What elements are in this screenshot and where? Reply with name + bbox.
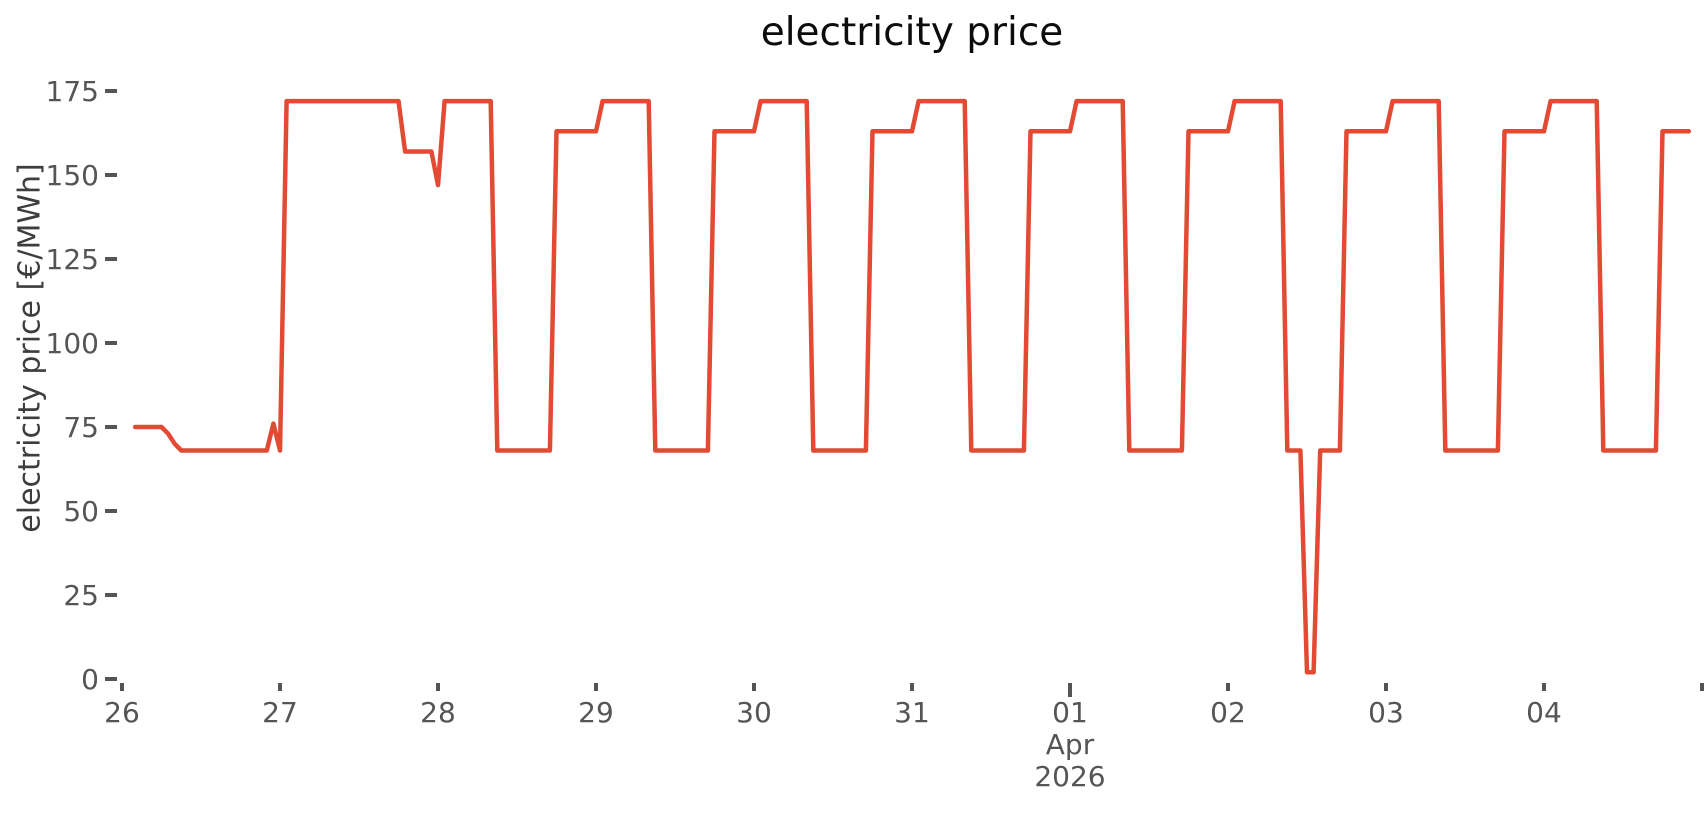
x-year-label: 2026 [1034, 760, 1105, 793]
x-tick-label: 01 [1052, 696, 1088, 729]
x-tick-label: 04 [1526, 696, 1562, 729]
y-tick-label: 125 [46, 243, 99, 276]
y-tick-label: 25 [63, 579, 99, 612]
chart-title: electricity price [760, 10, 1064, 55]
y-tick-label: 0 [81, 663, 99, 696]
x-tick-label: 02 [1210, 696, 1246, 729]
y-tick-label: 150 [46, 159, 99, 192]
x-tick-label: 28 [420, 696, 456, 729]
price-line-series [132, 98, 1692, 675]
y-tick-label: 100 [46, 327, 99, 360]
x-tick-label: 03 [1368, 696, 1404, 729]
y-tick-label: 175 [46, 75, 99, 108]
x-tick-label: 26 [104, 696, 140, 729]
y-tick-label: 75 [63, 411, 99, 444]
x-tick-label: 31 [894, 696, 930, 729]
x-month-label: Apr [1046, 728, 1095, 761]
y-axis-label: electricity price [€/MWh] [12, 163, 48, 533]
y-tick-label: 50 [63, 495, 99, 528]
x-tick-label: 30 [736, 696, 772, 729]
x-tick-label: 27 [262, 696, 298, 729]
x-tick-label: 29 [578, 696, 614, 729]
